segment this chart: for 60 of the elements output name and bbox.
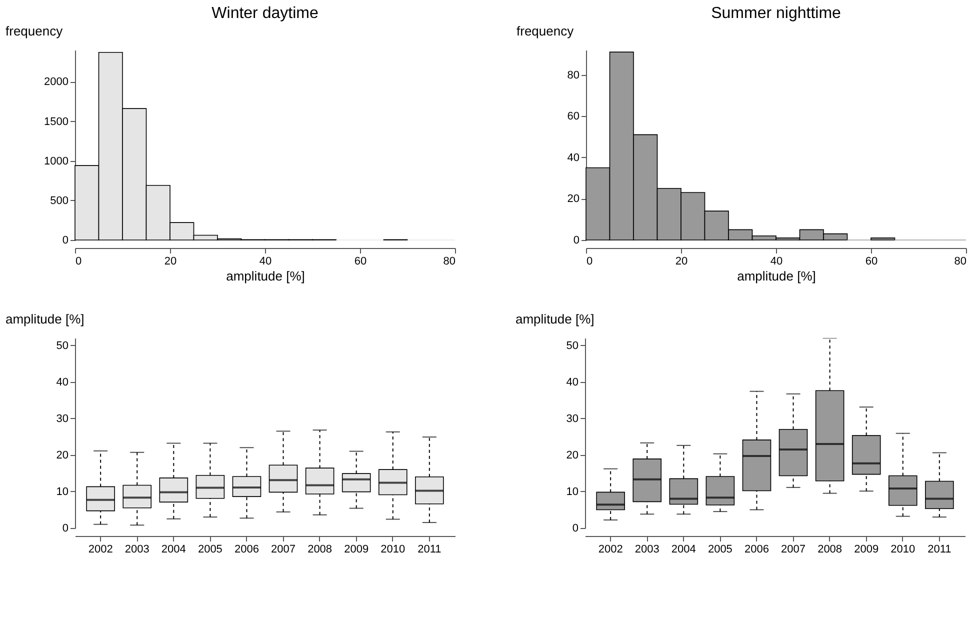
y-tick-label: 0 — [62, 234, 68, 246]
x-tick-label: 60 — [865, 256, 878, 268]
x-tick-label: 40 — [259, 256, 272, 268]
y-axis-title: frequency — [516, 24, 574, 38]
x-tick-label: 2009 — [854, 544, 879, 556]
y-tick-label: 10 — [566, 486, 578, 498]
x-tick-label: 2004 — [671, 544, 696, 556]
y-axis-title: amplitude [%] — [516, 312, 594, 326]
y-tick-label: 0 — [572, 522, 578, 534]
y-tick-label: 20 — [56, 449, 68, 462]
x-tick-label: 2006 — [744, 544, 769, 556]
x-tick-label: 60 — [354, 256, 367, 268]
x-tick-label: 2005 — [198, 544, 222, 556]
chart-title: Summer nighttime — [711, 5, 842, 22]
x-tick-label: 20 — [164, 256, 177, 268]
y-tick-label: 0 — [573, 234, 580, 246]
y-tick-label: 30 — [566, 412, 578, 425]
x-tick-label: 2003 — [124, 544, 150, 556]
y-tick-label: 20 — [566, 449, 578, 462]
x-tick-label: 80 — [443, 256, 456, 268]
y-tick-label: 40 — [566, 376, 578, 388]
y-tick-label: 40 — [567, 152, 580, 164]
x-tick-label: 0 — [586, 256, 593, 268]
x-tick-label: 2011 — [928, 544, 952, 556]
x-tick-label: 2002 — [598, 544, 623, 556]
y-tick-label: 50 — [566, 340, 578, 352]
x-tick-label: 2007 — [271, 544, 296, 556]
y-tick-label: 0 — [62, 522, 68, 534]
y-tick-label: 40 — [56, 376, 68, 388]
x-tick-label: 2004 — [161, 544, 186, 556]
y-tick-label: 2000 — [44, 76, 68, 88]
y-tick-label: 80 — [567, 69, 580, 82]
y-tick-label: 500 — [50, 194, 68, 207]
y-tick-label: 30 — [56, 412, 68, 425]
x-tick-label: 2009 — [344, 544, 369, 556]
x-tick-label: 0 — [76, 256, 82, 268]
y-tick-label: 1000 — [44, 155, 68, 168]
y-tick-label: 20 — [567, 193, 580, 206]
y-tick-label: 1500 — [44, 116, 68, 128]
x-tick-label: 2010 — [890, 544, 916, 556]
x-tick-label: 2008 — [308, 544, 332, 556]
x-axis-title: amplitude [%] — [737, 268, 816, 284]
y-axis-title: amplitude [%] — [6, 312, 84, 326]
x-tick-label: 80 — [954, 256, 966, 268]
x-tick-label: 2008 — [818, 544, 842, 556]
x-tick-label: 2010 — [380, 544, 406, 556]
x-tick-label: 2011 — [418, 544, 442, 556]
y-axis-title: frequency — [6, 24, 64, 38]
x-tick-label: 2003 — [634, 544, 660, 556]
chart-title: Winter daytime — [212, 5, 318, 22]
x-tick-label: 2002 — [88, 544, 113, 556]
x-tick-label: 2006 — [234, 544, 259, 556]
x-tick-label: 2005 — [708, 544, 732, 556]
x-tick-label: 2007 — [781, 544, 806, 556]
x-axis-title: amplitude [%] — [226, 268, 305, 284]
y-tick-label: 60 — [567, 110, 580, 123]
x-tick-label: 20 — [675, 256, 688, 268]
x-tick-label: 40 — [770, 256, 783, 268]
y-tick-label: 50 — [56, 340, 68, 352]
y-tick-label: 10 — [56, 486, 68, 498]
